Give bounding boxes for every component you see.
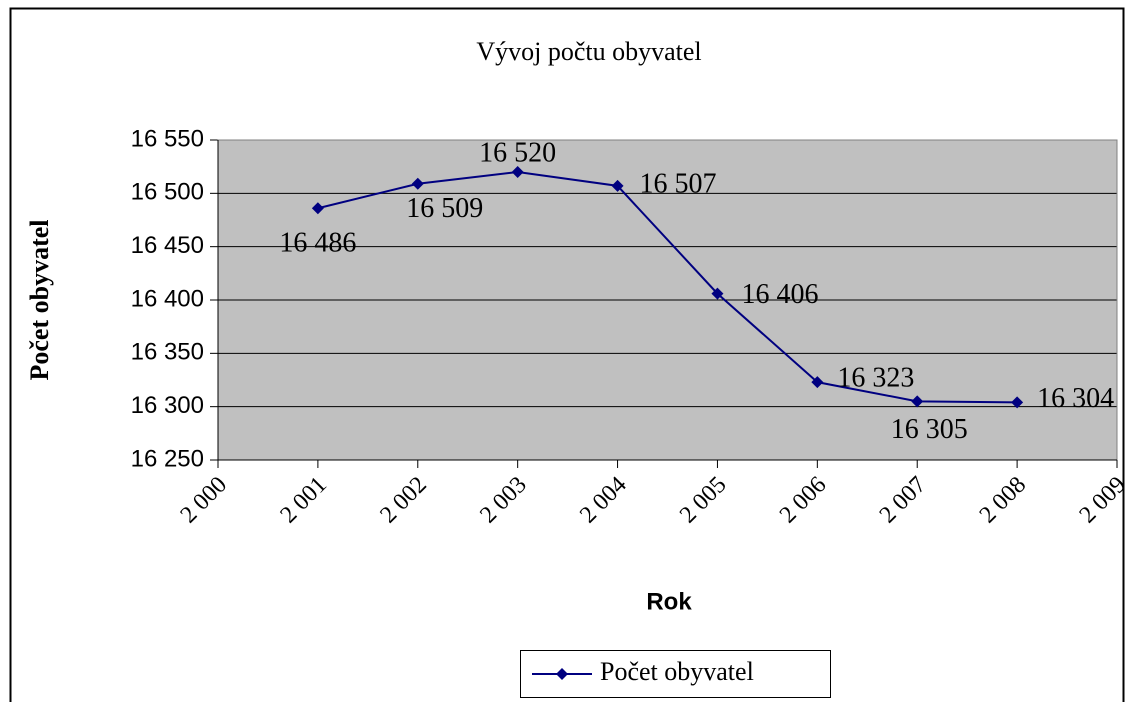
y-tick-label: 16 450 xyxy=(131,232,204,259)
y-tick-label: 16 300 xyxy=(131,392,204,419)
x-tick-label: 2 000 xyxy=(176,472,233,529)
legend-label: Počet obyvatel xyxy=(600,657,754,686)
data-point xyxy=(811,376,824,389)
data-label: 16 406 xyxy=(741,279,818,310)
data-point xyxy=(511,166,524,178)
y-tick-label: 16 350 xyxy=(131,339,204,366)
data-label: 16 509 xyxy=(406,193,483,224)
data-point xyxy=(711,287,724,300)
x-tick-label: 2 003 xyxy=(475,472,532,529)
y-tick-label: 16 500 xyxy=(131,179,204,206)
x-axis-title: Rok xyxy=(646,588,692,615)
data-point xyxy=(411,177,424,190)
y-tick-label: 16 550 xyxy=(131,125,204,152)
data-label: 16 507 xyxy=(640,168,717,199)
chart-title: Vývoj počtu obyvatel xyxy=(476,37,701,66)
legend-marker xyxy=(556,668,568,680)
data-line xyxy=(317,170,1018,404)
data-label: 16 323 xyxy=(837,363,914,394)
chart-frame xyxy=(9,7,1125,702)
data-label: 16 304 xyxy=(1037,383,1114,414)
data-point xyxy=(311,202,324,215)
y-tick-label: 16 400 xyxy=(131,285,204,312)
x-tick-label: 2 001 xyxy=(275,472,332,529)
data-label: 16 520 xyxy=(479,137,556,168)
data-label: 16 305 xyxy=(891,414,968,445)
data-point xyxy=(1011,396,1024,409)
x-tick-label: 2 008 xyxy=(975,472,1032,529)
x-tick-label: 2 002 xyxy=(375,472,432,529)
x-tick-label: 2 006 xyxy=(775,472,832,529)
y-tick-label: 16 250 xyxy=(131,445,204,472)
x-tick-label: 2 005 xyxy=(675,472,732,529)
data-point xyxy=(911,395,924,408)
x-tick-label: 2 004 xyxy=(575,472,632,529)
data-label: 16 486 xyxy=(279,228,356,259)
x-tick-label: 2 007 xyxy=(875,472,932,529)
data-point xyxy=(611,179,624,192)
y-axis-title: Počet obyvatel xyxy=(25,219,54,380)
